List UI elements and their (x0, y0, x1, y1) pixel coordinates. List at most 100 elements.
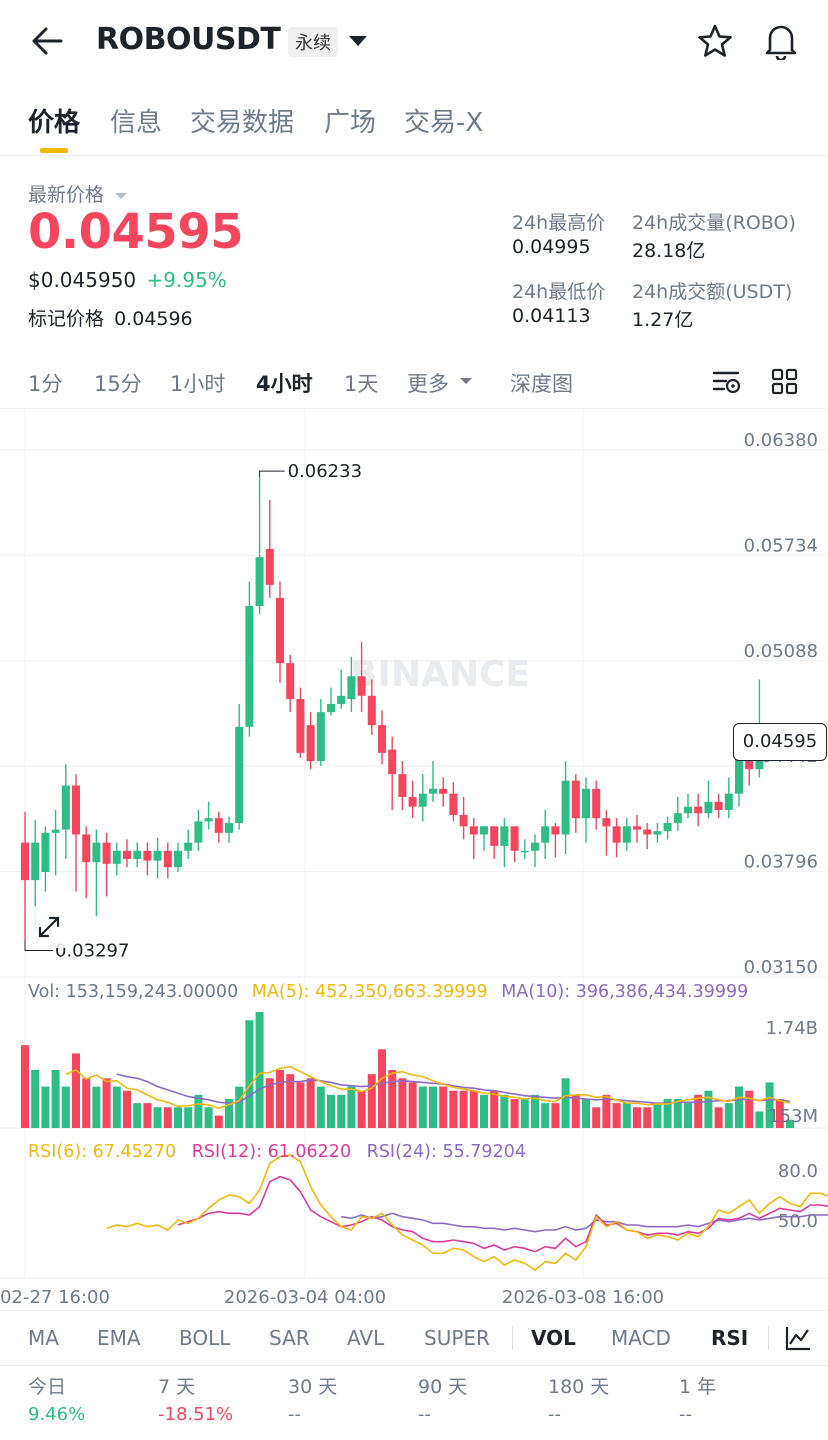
volume-bar (296, 1082, 305, 1128)
depth-chart-tab[interactable]: 深度图 (510, 372, 573, 396)
candle-body (276, 597, 284, 664)
interval-1m[interactable]: 1分 (28, 372, 63, 396)
volume-bar (235, 1086, 244, 1128)
candle-body (388, 749, 397, 775)
volume-quote-label: 24h成交额(USDT) (632, 281, 793, 303)
candle-body (153, 850, 162, 861)
tab-trade-x[interactable]: 交易-X (404, 108, 484, 138)
volume-ma10-label: MA(10): 396,386,434.39999 (501, 982, 749, 1002)
volume-axis-max: 1.74B (766, 1018, 818, 1039)
indicator-ma[interactable]: MA (28, 1326, 59, 1350)
volume-bar (592, 1107, 601, 1128)
back-arrow-icon[interactable] (30, 26, 64, 56)
expand-chart-button[interactable] (28, 906, 70, 948)
candle-body (265, 548, 274, 585)
notification-bell-icon[interactable] (764, 22, 798, 60)
candle-body (653, 831, 662, 835)
rsi6-line (106, 1154, 828, 1271)
volume-bar (551, 1103, 560, 1128)
volume-bar (378, 1049, 386, 1128)
rsi6-label: RSI(6): 67.45270 (28, 1142, 177, 1162)
perf-today-value: 9.46% (28, 1404, 86, 1425)
price-change-pct: +9.95% (146, 268, 227, 292)
candle-body (41, 832, 50, 872)
candle-body (541, 826, 550, 843)
volume-bar (775, 1099, 784, 1128)
candle-body (306, 725, 315, 762)
indicator-divider-bottom (0, 1365, 828, 1366)
volume-axis-min: 153M (768, 1106, 818, 1127)
high-24h-value: 0.04995 (512, 236, 591, 258)
volume-bar (133, 1103, 142, 1128)
favorite-star-icon[interactable] (697, 24, 733, 58)
indicator-rsi[interactable]: RSI (711, 1326, 749, 1350)
volume-bar (31, 1070, 40, 1128)
volume-bar (786, 1119, 794, 1128)
indicator-ema[interactable]: EMA (97, 1326, 141, 1350)
symbol-title[interactable]: ROBOUSDT (96, 22, 281, 57)
volume-bar (755, 1111, 764, 1128)
kline-chart[interactable]: BINANCE 0.063800.057340.050880.044420.03… (0, 408, 828, 1310)
candle-body (469, 826, 478, 835)
indicator-vol[interactable]: VOL (531, 1326, 576, 1350)
volume-bar (72, 1053, 80, 1128)
volume-bar (174, 1107, 182, 1128)
volume-bar (92, 1086, 101, 1128)
interval-more[interactable]: 更多 (407, 372, 449, 396)
indicator-super[interactable]: SUPER (424, 1326, 490, 1350)
tab-trading-data[interactable]: 交易数据 (190, 108, 295, 138)
tab-square[interactable]: 广场 (324, 108, 377, 138)
price-axis-tick: 0.05088 (744, 641, 818, 662)
volume-ma10-line (116, 1073, 791, 1104)
perf-180d-label: 180 天 (548, 1376, 610, 1398)
interval-1d[interactable]: 1天 (344, 372, 379, 396)
chart-settings-icon[interactable] (712, 368, 742, 396)
candle-body (500, 826, 509, 846)
volume-bar (602, 1094, 611, 1128)
candle-body (72, 785, 80, 835)
candle-body (429, 788, 437, 794)
current-price-tag: 0.04595 (733, 723, 827, 761)
volume-bar (704, 1090, 713, 1128)
candle-body (592, 788, 601, 819)
layout-grid-icon[interactable] (771, 368, 799, 396)
volume-bar (735, 1086, 743, 1128)
rsi12-label: RSI(12): 61.06220 (191, 1142, 352, 1162)
volume-bar (204, 1107, 213, 1128)
active-tab-indicator (40, 148, 68, 153)
tab-price[interactable]: 价格 (28, 108, 81, 138)
indicator-sar[interactable]: SAR (269, 1326, 310, 1350)
rsi24-line (341, 1212, 828, 1233)
volume-bar (163, 1107, 172, 1128)
candle-body (327, 703, 335, 713)
perf-7d-value: -18.51% (158, 1404, 234, 1425)
indicator-settings-icon[interactable] (784, 1324, 812, 1352)
candle-body (480, 826, 488, 835)
volume-bar (327, 1094, 335, 1128)
perf-90d-label: 90 天 (418, 1376, 468, 1398)
indicator-separator-2 (768, 1326, 769, 1350)
volume-bar (694, 1094, 703, 1128)
volume-bar (510, 1099, 519, 1128)
symbol-dropdown-icon[interactable] (348, 34, 368, 48)
volume-bar (643, 1107, 652, 1128)
volume-bar (724, 1103, 733, 1128)
time-axis-tick: 2026-03-04 04:00 (224, 1287, 386, 1308)
indicator-macd[interactable]: MACD (611, 1326, 671, 1350)
volume-bar (357, 1090, 366, 1128)
volume-bar (82, 1078, 91, 1128)
rsi24-label: RSI(24): 55.79204 (366, 1142, 526, 1162)
indicator-avl[interactable]: AVL (347, 1326, 385, 1350)
candle-body (316, 712, 325, 762)
interval-4h[interactable]: 4小时 (256, 372, 313, 396)
indicator-boll[interactable]: BOLL (179, 1326, 231, 1350)
volume-bar (653, 1103, 662, 1128)
volume-bar (520, 1099, 529, 1128)
tab-info[interactable]: 信息 (110, 108, 163, 138)
interval-15m[interactable]: 15分 (94, 372, 142, 396)
latest-price-label[interactable]: 最新价格 (28, 180, 128, 207)
candle-body (194, 821, 203, 843)
volume-bar (276, 1070, 284, 1128)
interval-1h[interactable]: 1小时 (170, 372, 226, 396)
volume-bar (153, 1107, 162, 1128)
